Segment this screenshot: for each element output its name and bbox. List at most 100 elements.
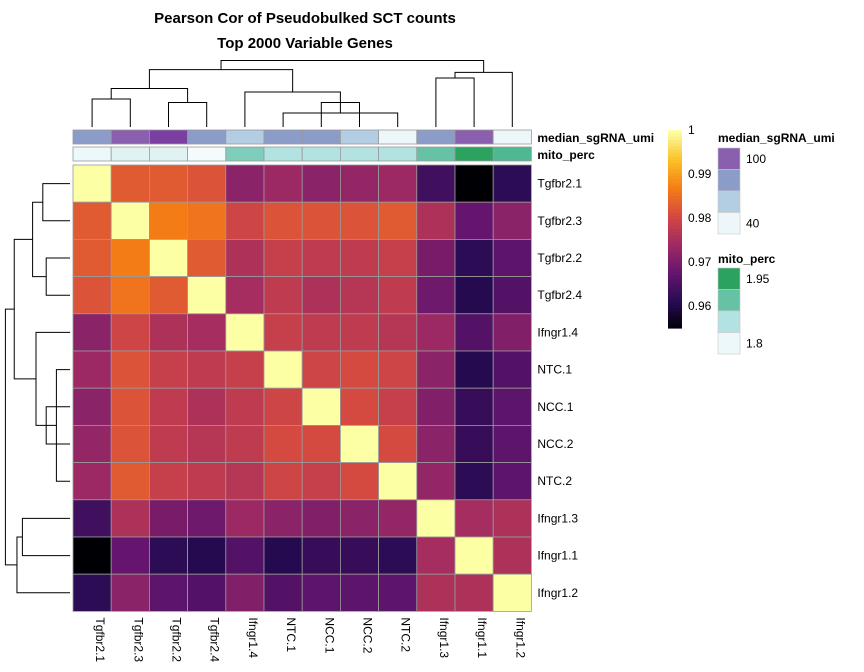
heatmap-cell bbox=[378, 499, 418, 538]
heatmap-cell bbox=[72, 387, 112, 426]
annotation-cell bbox=[492, 146, 532, 162]
heatmap-cell bbox=[225, 573, 265, 612]
annotation-cell bbox=[110, 129, 150, 145]
heatmap-cell bbox=[416, 462, 456, 501]
dendrogram-branch bbox=[32, 201, 47, 278]
heatmap-cell bbox=[339, 276, 379, 315]
heatmap-cell bbox=[72, 462, 112, 501]
row-label: NTC.1 bbox=[537, 363, 572, 377]
heatmap-cell bbox=[454, 276, 494, 315]
annotation-cell bbox=[72, 146, 112, 162]
annotation-legend-swatch bbox=[717, 147, 741, 170]
row-label: Ifngr1.2 bbox=[537, 586, 578, 600]
heatmap-cell bbox=[148, 350, 188, 389]
annotation-legend-swatch bbox=[717, 190, 741, 213]
chart-title: Pearson Cor of Pseudobulked SCT counts bbox=[154, 10, 456, 27]
legend-gradient-step bbox=[668, 143, 682, 148]
legend-gradient-step bbox=[668, 288, 682, 293]
legend-gradient-step bbox=[668, 258, 682, 263]
heatmap-cell bbox=[378, 573, 418, 612]
legend-gradient-step bbox=[668, 271, 682, 276]
annotation-cell bbox=[148, 146, 188, 162]
legend-gradient-step bbox=[668, 275, 682, 280]
legend-gradient-step bbox=[668, 159, 682, 164]
heatmap-cell bbox=[492, 462, 532, 501]
legend-gradient-step bbox=[668, 192, 682, 197]
annotation-cell bbox=[187, 146, 227, 162]
annotation-legend-title: median_sgRNA_umi bbox=[718, 131, 835, 145]
heatmap-cell bbox=[148, 387, 188, 426]
heatmap-cell bbox=[492, 164, 532, 203]
legend-gradient-step bbox=[668, 169, 682, 174]
heatmap-cell bbox=[110, 573, 150, 612]
legend-gradient-step bbox=[668, 321, 682, 326]
legend-gradient-step bbox=[668, 146, 682, 151]
heatmap-cell bbox=[339, 499, 379, 538]
annotation-cell bbox=[72, 129, 112, 145]
column-label: Tgfbr2.4 bbox=[208, 617, 222, 662]
column-label: Ifngr1.4 bbox=[246, 617, 260, 658]
legend-gradient-step bbox=[668, 252, 682, 256]
heatmap-cell bbox=[378, 462, 418, 501]
heatmap-cell bbox=[72, 350, 112, 389]
heatmap-cell bbox=[72, 164, 112, 203]
heatmap-cell bbox=[263, 350, 303, 389]
legend-gradient-step bbox=[668, 304, 682, 309]
heatmap-cell bbox=[225, 201, 265, 240]
legend-gradient-step bbox=[668, 314, 682, 319]
heatmap-cell bbox=[110, 387, 150, 426]
heatmap-cell bbox=[301, 573, 341, 612]
legend-gradient-step bbox=[668, 133, 682, 138]
heatmap-cell bbox=[72, 276, 112, 315]
heatmap-cell bbox=[225, 424, 265, 463]
legend-gradient-step bbox=[668, 301, 682, 306]
heatmap-cell bbox=[454, 536, 494, 575]
legend-gradient-step bbox=[668, 196, 682, 200]
row-label: Tgfbr2.2 bbox=[537, 251, 582, 265]
heatmap-cell bbox=[110, 462, 150, 501]
heatmap-cell bbox=[378, 201, 418, 240]
annotation-legend-tick: 1.95 bbox=[746, 272, 770, 286]
heatmap-cell bbox=[148, 573, 188, 612]
heatmap-cell bbox=[454, 462, 494, 501]
heatmap-cell bbox=[416, 238, 456, 277]
heatmap-cell bbox=[148, 499, 188, 538]
legend-gradient-step bbox=[668, 225, 682, 230]
column-label: NTC.1 bbox=[284, 617, 298, 652]
annotation-cell bbox=[416, 146, 456, 162]
row-label: Ifngr1.3 bbox=[537, 511, 578, 525]
column-label: Tgfbr2.3 bbox=[131, 617, 145, 662]
heatmap-cell bbox=[339, 424, 379, 463]
heatmap-cell bbox=[72, 536, 112, 575]
heatmap-cell bbox=[148, 462, 188, 501]
row-label: Tgfbr2.3 bbox=[537, 214, 582, 228]
heatmap-cell bbox=[187, 350, 227, 389]
annotation-legend-title: mito_perc bbox=[718, 252, 776, 266]
heatmap-cell bbox=[72, 238, 112, 277]
heatmap-cell bbox=[263, 313, 303, 352]
dendrogram-branch bbox=[110, 88, 189, 103]
annotation-legend-swatch bbox=[717, 289, 741, 312]
heatmap-cell bbox=[187, 424, 227, 463]
heatmap-cell bbox=[454, 573, 494, 612]
heatmap-cells bbox=[72, 164, 532, 612]
heatmap-cell bbox=[110, 164, 150, 203]
column-label: NCC.1 bbox=[322, 617, 336, 653]
annotation-cell bbox=[339, 129, 379, 145]
annotation-cell bbox=[263, 129, 303, 145]
heatmap-cell bbox=[416, 387, 456, 426]
heatmap-cell bbox=[301, 350, 341, 389]
legend-gradient-step bbox=[668, 176, 682, 181]
heatmap-cell bbox=[416, 424, 456, 463]
heatmap-cell bbox=[72, 313, 112, 352]
heatmap-cell bbox=[416, 276, 456, 315]
annotation-cell bbox=[225, 129, 265, 145]
heatmap-cell bbox=[492, 313, 532, 352]
heatmap-cell bbox=[263, 238, 303, 277]
heatmap-cell bbox=[187, 276, 227, 315]
heatmap-cell bbox=[263, 201, 303, 240]
heatmap-cell bbox=[492, 350, 532, 389]
annotation-cell bbox=[263, 146, 303, 162]
dendrogram-branch bbox=[16, 536, 70, 594]
